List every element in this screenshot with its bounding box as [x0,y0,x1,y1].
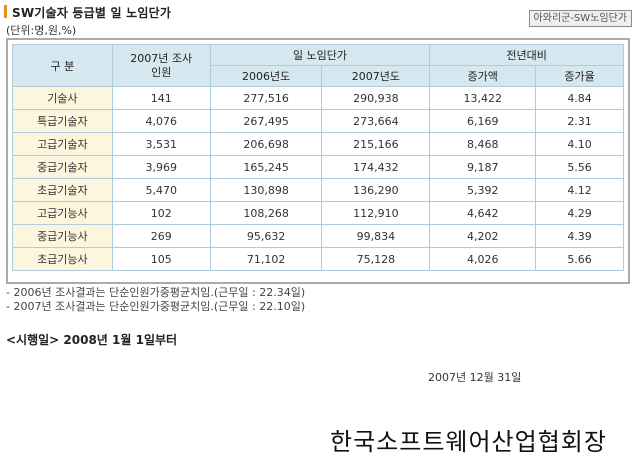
table-row: 기술사 141 277,516 290,938 13,422 4.84 [12,86,624,110]
table-row: 특급기술자 4,076 267,495 273,664 6,169 2.31 [12,109,624,133]
header-wage-group: 일 노임단가 [209,44,431,66]
table-row: 중급기능사 269 95,632 99,834 4,202 4.39 [12,224,624,248]
header-increase-rate: 증가율 [535,65,624,87]
cell-category: 초급기술자 [12,178,113,202]
cell-increase: 4,202 [429,224,537,248]
table-row: 초급기술자 5,470 130,898 136,290 5,392 4.12 [12,178,624,202]
cell-rate: 4.12 [535,178,624,202]
cell-wage-2007: 174,432 [321,155,431,179]
cell-surveyed: 105 [111,247,211,271]
cell-increase: 8,468 [429,132,537,156]
cell-wage-2007: 273,664 [321,109,431,133]
header-wage-2007: 2007년도 [321,65,431,87]
cell-wage-2007: 136,290 [321,178,431,202]
cell-wage-2007: 99,834 [321,224,431,248]
cell-rate: 5.66 [535,247,624,271]
cell-wage-2006: 206,698 [209,132,323,156]
table-row: 고급기능사 102 108,268 112,910 4,642 4.29 [12,201,624,225]
cell-surveyed: 141 [111,86,211,110]
header-increase-amount: 증가액 [429,65,537,87]
cell-wage-2007: 75,128 [321,247,431,271]
cell-category: 중급기술자 [12,155,113,179]
issue-date: 2007년 12월 31일 [428,371,522,384]
cell-wage-2006: 267,495 [209,109,323,133]
table-row: 중급기술자 3,969 165,245 174,432 9,187 5.56 [12,155,624,179]
cell-wage-2006: 277,516 [209,86,323,110]
cell-category: 고급기능사 [12,201,113,225]
cell-surveyed: 3,969 [111,155,211,179]
cell-wage-2006: 95,632 [209,224,323,248]
cell-surveyed: 4,076 [111,109,211,133]
cell-increase: 6,169 [429,109,537,133]
cell-rate: 2.31 [535,109,624,133]
source-tag: 아와리군-SW노임단가 [528,10,632,27]
footnote-2006: - 2006년 조사결과는 단순인원가중평균치임.(근무일 : 22.34일) [6,286,306,299]
cell-category: 초급기능사 [12,247,113,271]
cell-category: 고급기술자 [12,132,113,156]
header-change-group: 전년대비 [429,44,624,66]
cell-wage-2006: 108,268 [209,201,323,225]
cell-rate: 4.10 [535,132,624,156]
header-surveyed: 2007년 조사인원 [111,44,211,87]
cell-rate: 4.84 [535,86,624,110]
cell-increase: 13,422 [429,86,537,110]
cell-wage-2006: 165,245 [209,155,323,179]
wage-table-frame: 구 분 2007년 조사인원 일 노임단가 전년대비 2006년도 2007년도… [6,38,630,284]
cell-surveyed: 102 [111,201,211,225]
footnotes: - 2006년 조사결과는 단순인원가중평균치임.(근무일 : 22.34일) … [6,286,305,314]
cell-wage-2007: 290,938 [321,86,431,110]
cell-wage-2006: 130,898 [209,178,323,202]
cell-increase: 4,642 [429,201,537,225]
footnote-2007: - 2007년 조사결과는 단순인원가중평균치임.(근무일 : 22.10일) [6,300,306,313]
header-category: 구 분 [12,44,113,87]
cell-increase: 4,026 [429,247,537,271]
cell-category: 특급기술자 [12,109,113,133]
cell-increase: 5,392 [429,178,537,202]
table-row: 고급기술자 3,531 206,698 215,166 8,468 4.10 [12,132,624,156]
title-bar: SW기술자 등급별 일 노임단가 아와리군-SW노임단가 [4,3,634,27]
cell-surveyed: 269 [111,224,211,248]
issuing-organization: 한국소프트웨어산업협회장 [330,428,607,456]
cell-category: 기술사 [12,86,113,110]
wage-table: 구 분 2007년 조사인원 일 노임단가 전년대비 2006년도 2007년도… [12,44,624,271]
cell-category: 중급기능사 [12,224,113,248]
cell-wage-2007: 215,166 [321,132,431,156]
cell-surveyed: 3,531 [111,132,211,156]
title-accent-bar [4,5,7,18]
cell-rate: 5.56 [535,155,624,179]
header-surveyed-text: 2007년 조사인원 [130,51,193,79]
cell-wage-2006: 71,102 [209,247,323,271]
unit-note: (단위:명,원,%) [6,24,77,37]
effective-date: <시행일> 2008년 1월 1일부터 [6,333,178,347]
cell-surveyed: 5,470 [111,178,211,202]
page-title: SW기술자 등급별 일 노임단가 [12,6,172,20]
cell-increase: 9,187 [429,155,537,179]
cell-rate: 4.29 [535,201,624,225]
table-row: 초급기능사 105 71,102 75,128 4,026 5.66 [12,247,624,271]
cell-wage-2007: 112,910 [321,201,431,225]
cell-rate: 4.39 [535,224,624,248]
header-wage-2006: 2006년도 [209,65,323,87]
